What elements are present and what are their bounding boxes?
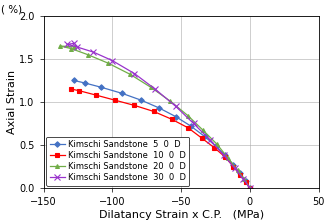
Kimschi Sandstone  20  0  D <box>168 100 172 102</box>
Line: Kimschi Sandstone  5  0  D: Kimschi Sandstone 5 0 D <box>72 78 252 190</box>
Kimschi Sandstone  20  0  D <box>86 53 90 56</box>
Kimschi Sandstone  30  0  D <box>72 42 76 45</box>
Kimschi Sandstone  5  0  D <box>189 125 193 127</box>
Kimschi Sandstone  5  0  D <box>99 86 103 89</box>
Text: ( %): ( %) <box>1 4 22 14</box>
Kimschi Sandstone  5  0  D <box>231 164 235 166</box>
Kimschi Sandstone  10  0  D <box>238 174 242 177</box>
Y-axis label: Axial Strain: Axial Strain <box>7 70 16 134</box>
Kimschi Sandstone  10  0  D <box>69 88 73 90</box>
Kimschi Sandstone  20  0  D <box>58 45 62 47</box>
Kimschi Sandstone  30  0  D <box>65 43 69 46</box>
Kimschi Sandstone  30  0  D <box>111 59 114 62</box>
Kimschi Sandstone  10  0  D <box>200 137 204 140</box>
Kimschi Sandstone  5  0  D <box>120 92 124 95</box>
Kimschi Sandstone  20  0  D <box>226 157 230 159</box>
Kimschi Sandstone  10  0  D <box>248 187 252 189</box>
Kimschi Sandstone  20  0  D <box>236 169 240 171</box>
Kimschi Sandstone  10  0  D <box>169 118 173 121</box>
Kimschi Sandstone  20  0  D <box>186 114 190 117</box>
Kimschi Sandstone  20  0  D <box>128 73 132 76</box>
Kimschi Sandstone  5  0  D <box>203 135 207 138</box>
Legend: Kimschi Sandstone  5  0  D, Kimschi Sandstone  10  0  D, Kimschi Sandstone  20  : Kimschi Sandstone 5 0 D, Kimschi Sandsto… <box>46 137 189 185</box>
Kimschi Sandstone  10  0  D <box>244 181 248 183</box>
Kimschi Sandstone  20  0  D <box>215 143 219 145</box>
Kimschi Sandstone  10  0  D <box>94 94 98 96</box>
Kimschi Sandstone  30  0  D <box>191 122 195 125</box>
Kimschi Sandstone  30  0  D <box>241 177 245 180</box>
Kimschi Sandstone  10  0  D <box>133 104 137 107</box>
Kimschi Sandstone  5  0  D <box>83 82 87 84</box>
Kimschi Sandstone  20  0  D <box>201 129 205 132</box>
Kimschi Sandstone  5  0  D <box>214 144 217 147</box>
Kimschi Sandstone  10  0  D <box>223 156 227 158</box>
Kimschi Sandstone  20  0  D <box>72 45 76 48</box>
Kimschi Sandstone  30  0  D <box>91 51 95 53</box>
Kimschi Sandstone  30  0  D <box>233 167 237 170</box>
Kimschi Sandstone  10  0  D <box>212 146 216 149</box>
Kimschi Sandstone  5  0  D <box>238 172 242 175</box>
Kimschi Sandstone  20  0  D <box>106 62 110 65</box>
Kimschi Sandstone  5  0  D <box>139 99 143 101</box>
Kimschi Sandstone  30  0  D <box>208 138 212 141</box>
Kimschi Sandstone  10  0  D <box>77 89 81 92</box>
Kimschi Sandstone  10  0  D <box>113 99 117 101</box>
Line: Kimschi Sandstone  30  0  D: Kimschi Sandstone 30 0 D <box>64 41 253 191</box>
Kimschi Sandstone  10  0  D <box>231 165 235 168</box>
Kimschi Sandstone  20  0  D <box>242 178 246 181</box>
Kimschi Sandstone  30  0  D <box>133 72 137 75</box>
Line: Kimschi Sandstone  20  0  D: Kimschi Sandstone 20 0 D <box>58 44 252 190</box>
Kimschi Sandstone  20  0  D <box>149 86 153 89</box>
Line: Kimschi Sandstone  10  0  D: Kimschi Sandstone 10 0 D <box>69 87 252 190</box>
Kimschi Sandstone  5  0  D <box>72 79 76 82</box>
Kimschi Sandstone  20  0  D <box>69 47 73 50</box>
Kimschi Sandstone  5  0  D <box>223 154 227 157</box>
Kimschi Sandstone  5  0  D <box>174 115 178 118</box>
Kimschi Sandstone  10  0  D <box>186 126 190 129</box>
Kimschi Sandstone  20  0  D <box>248 187 252 189</box>
Kimschi Sandstone  30  0  D <box>75 45 79 48</box>
Kimschi Sandstone  30  0  D <box>174 105 178 108</box>
Kimschi Sandstone  5  0  D <box>248 187 252 189</box>
Kimschi Sandstone  5  0  D <box>244 180 248 183</box>
Kimschi Sandstone  30  0  D <box>222 154 226 157</box>
Kimschi Sandstone  10  0  D <box>152 110 156 113</box>
Kimschi Sandstone  30  0  D <box>153 88 157 90</box>
Kimschi Sandstone  5  0  D <box>157 107 161 109</box>
X-axis label: Dilatancy Strain x C.P.   (MPa): Dilatancy Strain x C.P. (MPa) <box>99 210 264 220</box>
Kimschi Sandstone  30  0  D <box>248 187 252 189</box>
